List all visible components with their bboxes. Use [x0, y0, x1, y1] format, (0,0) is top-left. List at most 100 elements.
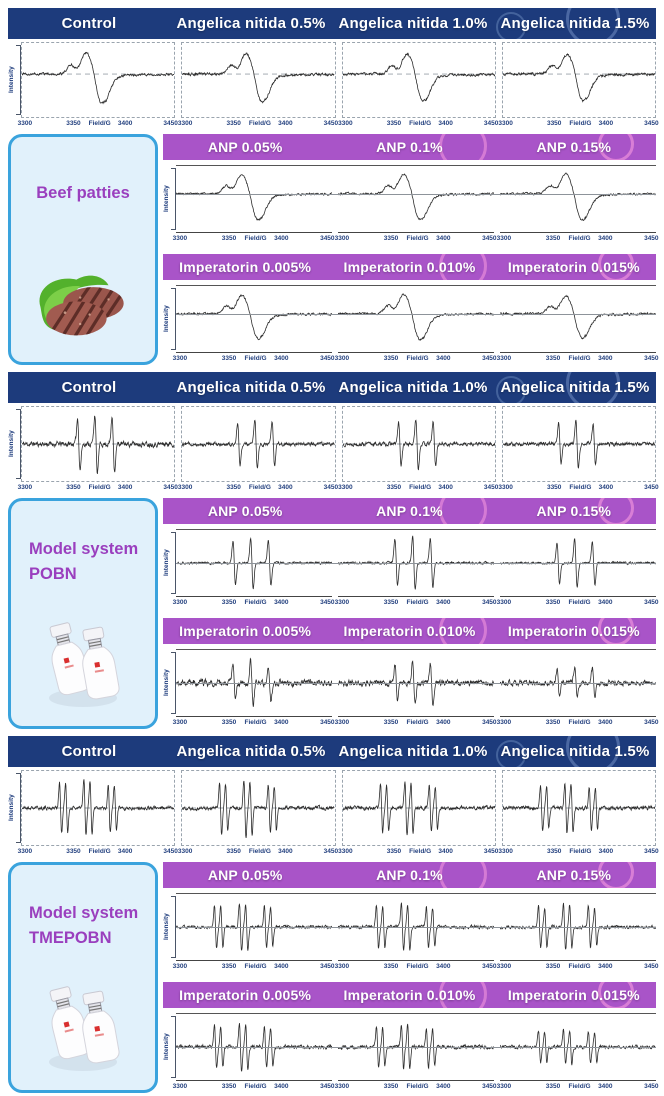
epr-spectrum-panel: 3300 3350 Field/G 3400 3450	[178, 770, 338, 858]
spin-trap-bottles-image	[49, 622, 120, 707]
x-axis-tick: 3450	[320, 235, 335, 242]
header-control: Control	[61, 15, 117, 32]
x-axis-title: Field/G	[406, 719, 429, 726]
x-axis-title: Field/G	[406, 599, 429, 606]
x-axis-tick: 3300	[177, 120, 193, 127]
x-axis-ticks: 3300 3350 Field/G 3400 3450	[335, 1080, 497, 1093]
spectra-strip: 3300 3350 Field/G 3400 3450 3300 3350 Field/G 34…	[172, 529, 659, 609]
treatment-header-row-imperatorin: Imperatorin 0.005% Imperatorin 0.010% Im…	[163, 618, 656, 644]
spectra-strip: 3300 3350 Field/G 3400 3450 3300 3350 Field/G 34…	[17, 406, 659, 494]
epr-spectrum-panel: 3300 3350 Field/G 3400 3450	[18, 42, 178, 130]
x-axis-tick: 3350	[386, 484, 402, 491]
y-axis-label: Intensity	[163, 669, 170, 697]
epr-trace	[500, 286, 656, 352]
baseline	[176, 927, 656, 928]
x-axis-title: Field/G	[244, 719, 267, 726]
y-axis-label: Intensity	[163, 913, 170, 941]
x-axis-tick: 3400	[117, 120, 133, 127]
treatment-header-row: Control Angelica nitida 0.5% Angelica ni…	[8, 372, 656, 403]
x-axis-tick: 3450	[644, 355, 659, 362]
sample-card-title: Beef patties	[36, 184, 130, 202]
header-angelica-05: Angelica nitida 0.5%	[176, 743, 326, 760]
y-axis-line	[171, 1016, 176, 1078]
spectra-strip: 3300 3350 Field/G 3400 3450 3300 3350 Field/G 34…	[173, 285, 659, 365]
header-control: Control	[61, 379, 117, 396]
x-axis-tick: 3300	[334, 235, 350, 242]
x-axis-title: Field/G	[244, 1083, 267, 1090]
y-axis-label: Intensity	[8, 794, 15, 822]
x-axis-tick: 3300	[496, 355, 512, 362]
sample-card-pobn: Model system POBN	[8, 498, 158, 729]
epr-spectrum-panel: 3300 3350 Field/G 3400 3450	[177, 406, 339, 494]
epr-spectrum-panel: 3300 3350 Field/G 3400 3450	[334, 166, 497, 245]
epr-spectrum-panel: 3300 3350 Field/G 3400 3450	[172, 530, 335, 609]
x-axis-title: Field/G	[569, 484, 592, 491]
header-angelica-10: Angelica nitida 1.0%	[338, 743, 488, 760]
x-axis-tick: 3450	[482, 355, 497, 362]
x-axis-ticks: 3300 3350 Field/G 3400 3450	[173, 1080, 335, 1093]
epr-trace	[338, 286, 494, 352]
spectra-row: Intensity 3300 3350 Field/G 3400 3450 3300 335…	[163, 165, 659, 245]
x-axis-tick: 3400	[436, 963, 451, 970]
x-axis-tick: 3300	[177, 484, 193, 491]
x-axis-title: Field/G	[248, 484, 271, 491]
x-axis-title: Field/G	[406, 355, 429, 362]
treatment-header-row-anp: ANP 0.05% ANP 0.1% ANP 0.15%	[163, 498, 656, 524]
header-imp-0015: Imperatorin 0.015%	[507, 623, 640, 639]
x-axis-tick: 3300	[172, 599, 188, 606]
x-axis-tick: 3400	[598, 599, 613, 606]
x-axis-tick: 3450	[483, 484, 499, 491]
x-axis-ticks: 3300 3350 Field/G 3400 3450	[335, 596, 497, 609]
x-axis-ticks: 3300 3350 Field/G 3400 3450	[338, 482, 499, 494]
x-axis-tick: 3350	[221, 355, 237, 362]
x-axis-tick: 3400	[598, 719, 613, 726]
x-axis-tick: 3450	[323, 484, 339, 491]
x-axis-tick: 3400	[117, 484, 133, 491]
baseline	[176, 313, 656, 315]
x-axis-tick: 3350	[221, 963, 237, 970]
x-axis-ticks: 3300 3350 Field/G 3400 3450	[177, 482, 339, 494]
x-axis-ticks: 3300 3350 Field/G 3400 3450	[18, 846, 178, 858]
spectra-strip: 3300 3350 Field/G 3400 3450 3300 3350 Field/G 34…	[173, 893, 659, 973]
y-axis-label: Intensity	[163, 549, 170, 577]
header-anp-005: ANP 0.05%	[207, 139, 283, 155]
x-axis-ticks: 3300 3350 Field/G 3400 3450	[497, 1080, 659, 1093]
x-axis-title: Field/G	[568, 235, 591, 242]
header-anp-005: ANP 0.05%	[207, 503, 283, 519]
epr-spectrum-panel: 3300 3350 Field/G 3400 3450	[498, 406, 659, 494]
epr-trace	[22, 43, 174, 117]
section-model-system-pobn: Control Angelica nitida 0.5% Angelica ni…	[8, 372, 659, 729]
x-axis-tick: 3400	[598, 848, 614, 855]
x-axis-tick: 3300	[496, 599, 512, 606]
header-imp-0010: Imperatorin 0.010%	[343, 623, 476, 639]
treatment-header-row: Control Angelica nitida 0.5% Angelica ni…	[8, 736, 656, 767]
x-axis-title: Field/G	[568, 355, 591, 362]
x-axis-tick: 3350	[545, 355, 561, 362]
header-anp-01: ANP 0.1%	[376, 503, 443, 519]
x-axis-tick: 3450	[644, 120, 659, 127]
x-axis-tick: 3450	[482, 963, 497, 970]
epr-trace	[182, 43, 334, 117]
x-axis-tick: 3300	[172, 719, 188, 726]
x-axis-tick: 3400	[436, 355, 451, 362]
baseline	[176, 193, 656, 195]
x-axis-tick: 3450	[644, 963, 659, 970]
x-axis-tick: 3450	[323, 120, 339, 127]
x-axis-title: Field/G	[406, 963, 429, 970]
x-axis-ticks: 3300 3350 Field/G 3400 3450	[498, 482, 658, 494]
x-axis-tick: 3400	[274, 719, 289, 726]
x-axis-ticks: 3300 3350 Field/G 3400 3450	[335, 352, 497, 365]
x-axis-title: Field/G	[568, 599, 591, 606]
baseline	[176, 1047, 656, 1048]
x-axis-tick: 3350	[383, 963, 399, 970]
y-axis-line	[171, 652, 176, 714]
y-axis-label: Intensity	[163, 185, 170, 213]
header-imp-0005: Imperatorin 0.005%	[179, 623, 312, 639]
x-axis-tick: 3350	[66, 484, 81, 491]
x-axis-ticks: 3300 3350 Field/G 3400 3450	[18, 118, 178, 130]
epr-spectrum-panel: 3300 3350 Field/G 3400 3450	[338, 42, 498, 130]
y-axis-line	[171, 168, 176, 230]
x-axis-tick: 3350	[226, 848, 241, 855]
x-axis-tick: 3300	[17, 484, 33, 491]
epr-trace	[176, 286, 332, 352]
